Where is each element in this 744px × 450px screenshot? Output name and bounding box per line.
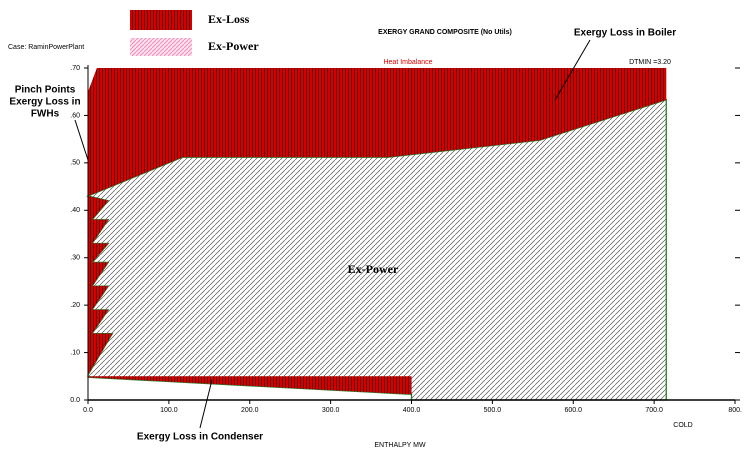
plot: 0.0 .10 .20 .30 .40 .50 .60 .70 0.0 100.0 200.0 300… (70, 65, 742, 414)
arrow (199, 379, 213, 429)
annotation: Ex-Power (348, 262, 399, 276)
legend-swatch (130, 38, 192, 56)
y-tick-label: .10 (70, 349, 80, 356)
x-tick-label: 0.0 (83, 407, 93, 414)
y-tick-label: 0.0 (70, 397, 80, 404)
x-side-label: COLD (673, 422, 692, 429)
case-label: Case: RaminPowerPlant (8, 44, 84, 51)
y-tick-label: .50 (70, 160, 80, 167)
loss-region (88, 376, 412, 395)
y-tick-label: .70 (70, 65, 80, 72)
x-tick-label: 800. (728, 407, 742, 414)
annotation: Pinch Points (15, 85, 76, 96)
x-tick-label: 700.0 (645, 407, 663, 414)
arrow (74, 119, 89, 161)
x-axis-title: ENTHALPY MW (374, 442, 426, 449)
legend-label: Ex-Loss (208, 12, 250, 26)
heat-note: Heat Imbalance (383, 59, 432, 66)
y-tick-label: .30 (70, 255, 80, 262)
annotation: Exergy Loss in (9, 97, 80, 108)
y-tick-label: .40 (70, 207, 80, 214)
legend-swatch (130, 10, 192, 30)
loss-region (88, 68, 667, 375)
x-tick-label: 200.0 (241, 407, 259, 414)
x-tick-label: 300.0 (322, 407, 340, 414)
y-tick-label: .20 (70, 302, 80, 309)
annotation: Exergy Loss in Boiler (574, 28, 676, 39)
y-tick-label: .60 (70, 112, 80, 119)
chart-title: EXERGY GRAND COMPOSITE (No Utils) (378, 29, 512, 36)
x-tick-label: 100.0 (160, 407, 178, 414)
annotation: Exergy Loss in Condenser (137, 432, 263, 443)
dtmin: DTMIN =3.20 (629, 59, 671, 66)
arrow (554, 39, 591, 101)
annotation: FWHs (31, 109, 60, 120)
x-tick-label: 400.0 (403, 407, 421, 414)
legend-label: Ex-Power (208, 39, 259, 53)
x-tick-label: 600.0 (564, 407, 582, 414)
x-tick-label: 500.0 (484, 407, 502, 414)
